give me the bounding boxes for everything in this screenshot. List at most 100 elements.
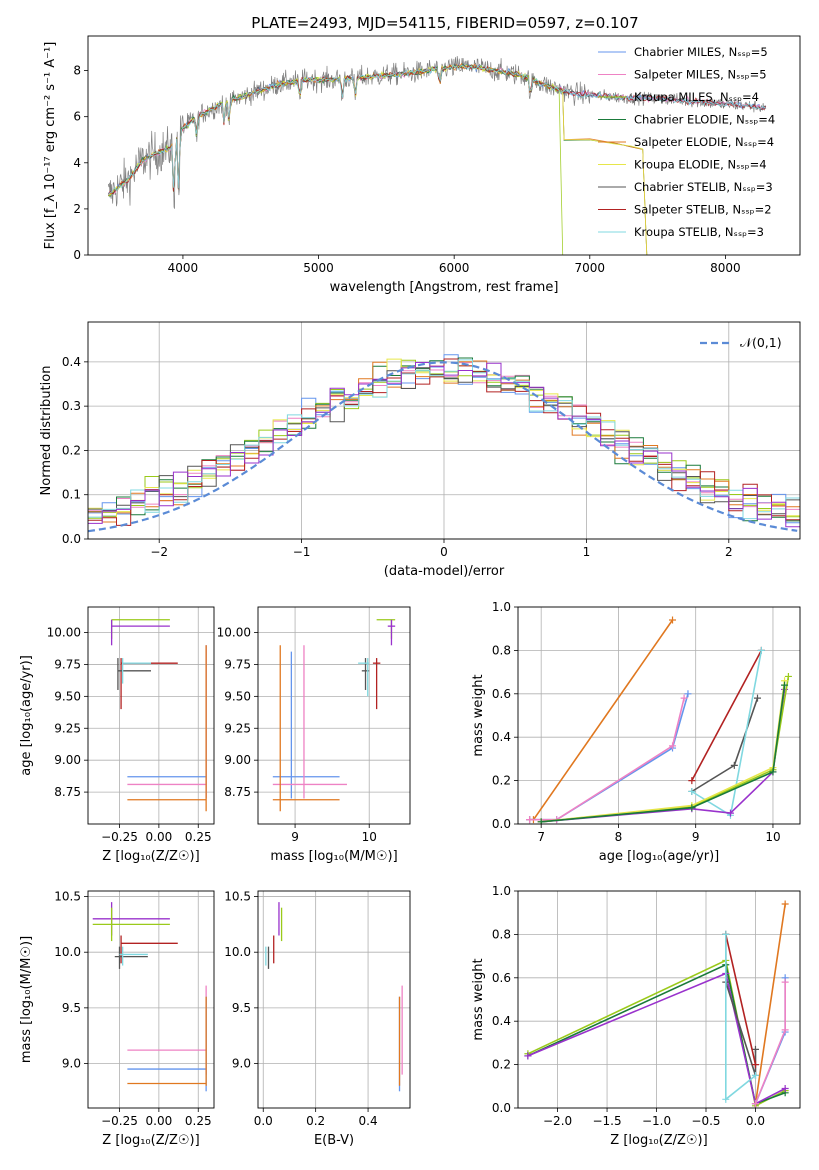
- grid-lines: [258, 891, 410, 1108]
- model-spectrum-line: [108, 64, 564, 255]
- mass-vs-metallicity-panel: −0.25 0.00 0.25 9.0 9.5 10.0 10.5 Z [log₁₀(Z/Z☉…: [19, 890, 215, 1148]
- x-tick-label: 7000: [575, 261, 606, 275]
- weight-point-marker: [722, 1095, 730, 1103]
- y-tick-label: 10.00: [217, 626, 251, 640]
- y-tick-label: 10.0: [224, 945, 251, 959]
- weight-point-marker: [781, 681, 789, 689]
- axes-frame: [257, 606, 411, 825]
- weight-point-marker: [688, 777, 696, 785]
- y-tick-label: 9.00: [54, 753, 81, 767]
- y-tick-label: 8.75: [224, 785, 251, 799]
- y-tick-label: 9.00: [224, 753, 251, 767]
- weight-series-line: [529, 619, 674, 821]
- x-tick-label: −1: [293, 545, 311, 559]
- y-tick-label: 1.0: [492, 884, 511, 898]
- weight-point-marker: [730, 761, 738, 769]
- weight-point-marker: [751, 1045, 759, 1053]
- weight-point-marker: [781, 978, 789, 986]
- x-tick-label: 1: [583, 545, 591, 559]
- x-tick-label: 9: [291, 830, 299, 844]
- weight-point-marker: [784, 672, 792, 680]
- model-spectrum-line: [108, 63, 766, 196]
- weight-vs-metallicity-panel: −2.0 −1.5 −1.0 −0.5 0.0 0.0 0.2 0.4 0.6 0.8 1.0 Z […: [471, 884, 801, 1148]
- model-spectrum-line: [108, 64, 766, 195]
- x-tick-label: 10: [362, 830, 377, 844]
- model-spectrum-line: [107, 64, 766, 196]
- weight-point-marker: [537, 818, 545, 824]
- axes-frame: [87, 35, 801, 256]
- y-tick-label: 0.4: [492, 1014, 511, 1028]
- y-tick-label: 0.0: [492, 817, 511, 831]
- x-axis-label: Z [log₁₀(Z/Z☉)]: [610, 1133, 707, 1148]
- x-tick-label: −2.0: [543, 1114, 572, 1128]
- x-tick-label: −0.25: [101, 830, 138, 844]
- axes-frame: [517, 606, 801, 825]
- x-tick-label: −0.25: [101, 1114, 138, 1128]
- legend-label: Kroupa MILES, Nₛₛₚ=4: [634, 90, 759, 104]
- legend-label: Salpeter MILES, Nₛₛₚ=5: [634, 68, 767, 82]
- model-spectrum-line: [108, 63, 766, 194]
- model-spectrum-line: [108, 63, 648, 255]
- y-tick-label: 9.25: [54, 721, 81, 735]
- y-tick-label: 9.50: [54, 689, 81, 703]
- y-tick-label: 2: [73, 202, 81, 216]
- y-tick-label: 0.0: [492, 1101, 511, 1115]
- weight-series-line: [529, 697, 685, 821]
- weight-vs-age-panel: 7 8 9 10 0.0 0.2 0.4 0.6 0.8 1.0 age [log₁₀(age/yr…: [471, 600, 801, 864]
- weight-point-marker: [669, 616, 677, 624]
- y-tick-label: 0.8: [492, 927, 511, 941]
- mass-vs-ebv-panel: 0.0 0.2 0.4 9.0 9.5 10.0 10.5 E(B-V): [224, 890, 411, 1148]
- legend-label: Chabrier MILES, Nₛₛₚ=5: [634, 45, 768, 59]
- y-tick-label: 10.5: [54, 890, 81, 904]
- plot-area: [272, 619, 396, 812]
- y-tick-label: 0.8: [492, 643, 511, 657]
- x-tick-label: 0.4: [359, 1114, 378, 1128]
- x-tick-label: −0.5: [691, 1114, 720, 1128]
- axes-frame: [257, 890, 411, 1109]
- weight-series-line: [725, 934, 757, 1101]
- x-tick-label: 0.00: [146, 830, 173, 844]
- x-tick-label: −1.0: [642, 1114, 671, 1128]
- y-tick-label: 0.0: [62, 532, 81, 546]
- y-axis-label: age [log₁₀(age/yr)]: [19, 655, 34, 776]
- plot-area: [526, 616, 792, 824]
- legend-label: Kroupa ELODIE, Nₛₛₚ=4: [634, 158, 767, 172]
- x-tick-label: 0.0: [254, 1114, 273, 1128]
- grid-lines: [258, 607, 410, 824]
- y-tick-label: 10.5: [224, 890, 251, 904]
- weight-series-line: [725, 934, 757, 1065]
- normal-distribution-curve: [88, 361, 798, 533]
- age-vs-metallicity-panel: −0.25 0.00 0.25 8.75 9.00 9.25 9.50 9.75 10.00 Z …: [19, 606, 215, 864]
- x-tick-label: 0.0: [746, 1114, 765, 1128]
- x-axis-label: age [log₁₀(age/yr)]: [599, 849, 720, 864]
- y-tick-label: 0.2: [62, 443, 81, 457]
- y-tick-label: 10.00: [47, 626, 81, 640]
- legend-label: 𝒩(0,1): [740, 335, 782, 350]
- spectrum-panel: 4000 5000 6000 7000 8000 0 2 4 6 8 wavelength [Ang…: [43, 35, 801, 295]
- x-axis-label: Z [log₁₀(Z/Z☉)]: [102, 1133, 199, 1148]
- weight-point-marker: [669, 742, 677, 750]
- y-tick-label: 0.4: [492, 730, 511, 744]
- legend-label: Chabrier STELIB, Nₛₛₚ=3: [634, 180, 773, 194]
- weight-point-marker: [526, 816, 534, 824]
- x-axis-label: (data-model)/error: [384, 564, 505, 579]
- legend-label: Salpeter STELIB, Nₛₛₚ=2: [634, 203, 772, 217]
- weight-point-marker: [688, 804, 696, 812]
- y-axis-label: mass weight: [471, 958, 486, 1040]
- plot-area: [524, 900, 789, 1108]
- plot-area: [265, 902, 403, 1092]
- weight-series-line: [754, 903, 786, 1104]
- y-tick-label: 9.25: [224, 721, 251, 735]
- x-tick-label: 0: [440, 545, 448, 559]
- y-axis-label: Normed distribution: [39, 366, 54, 496]
- weight-point-marker: [726, 809, 734, 817]
- x-axis-label: Z [log₁₀(Z/Z☉)]: [102, 849, 199, 864]
- weight-point-marker: [684, 690, 692, 698]
- plot-area: [110, 619, 207, 812]
- model-spectrum-line: [107, 64, 767, 196]
- y-tick-label: 8.75: [54, 785, 81, 799]
- weight-point-marker: [688, 787, 696, 795]
- x-tick-label: −2: [150, 545, 168, 559]
- y-tick-label: 9.50: [224, 689, 251, 703]
